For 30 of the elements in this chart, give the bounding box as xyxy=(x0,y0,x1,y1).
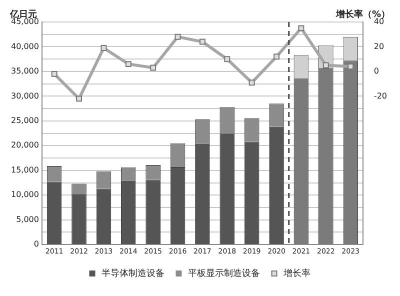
point xyxy=(51,70,58,77)
y-tick-label: 20,000 xyxy=(10,140,39,150)
point xyxy=(224,56,230,62)
legend-label: 增长率 xyxy=(282,268,310,279)
y-tick-label: 15,000 xyxy=(10,165,39,174)
y-tick-label: 10,000 xyxy=(10,190,39,200)
y2-tick-label: -20 xyxy=(374,91,388,100)
point xyxy=(100,44,107,51)
legend-label: 半导体制造设备 xyxy=(101,268,164,279)
legend-label: 平板显示制造设备 xyxy=(188,268,260,279)
point xyxy=(274,54,280,60)
point xyxy=(174,34,181,40)
y2-tick-label: 40 xyxy=(374,17,384,26)
y2-tick-label: 0 xyxy=(374,66,380,76)
y-tick-label: 25,000 xyxy=(10,116,39,126)
y-tick-label: 45,000 xyxy=(10,17,39,26)
point xyxy=(322,62,329,68)
point xyxy=(125,61,132,68)
y-tick-label: 35,000 xyxy=(10,66,39,76)
y2-tick-label: 20 xyxy=(374,42,384,51)
point xyxy=(199,38,206,45)
point xyxy=(248,80,255,86)
point xyxy=(76,96,82,102)
point xyxy=(150,64,156,71)
y-axis-title: 亿日元 xyxy=(9,8,37,20)
y-tick-label: 40,000 xyxy=(10,42,39,51)
point xyxy=(298,25,304,32)
y-tick-label: 30,000 xyxy=(10,91,39,100)
y-tick-label: 5,000 xyxy=(16,214,39,224)
y-tick-label: 0 xyxy=(34,240,39,249)
